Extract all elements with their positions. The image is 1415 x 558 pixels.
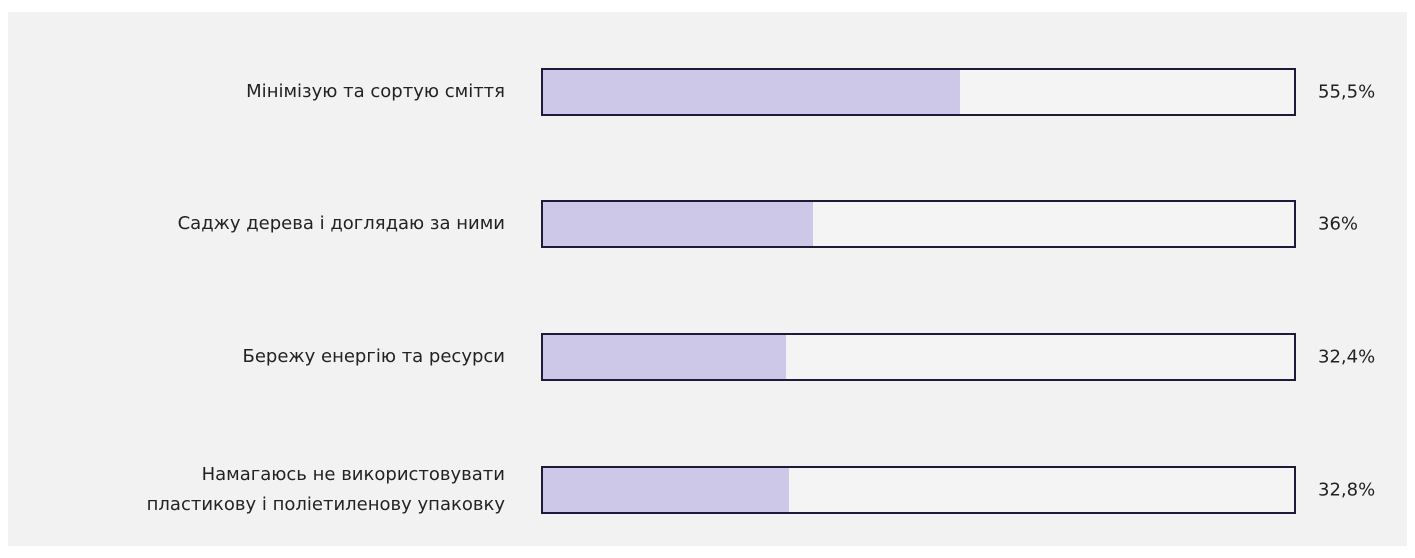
bar bbox=[543, 202, 814, 246]
value-label: 55,5% bbox=[1318, 81, 1376, 103]
bar bbox=[543, 468, 790, 512]
bar-track bbox=[541, 200, 1296, 248]
bar bbox=[543, 70, 960, 114]
value-label: 32,4% bbox=[1318, 346, 1376, 368]
value-label: 32,8% bbox=[1318, 479, 1376, 501]
bar-track bbox=[541, 466, 1296, 514]
category-label: Мінімізую та сортую сміття bbox=[246, 81, 505, 102]
value-label: 36% bbox=[1318, 213, 1359, 235]
category-label: Бережу енергію та ресурси bbox=[242, 346, 506, 367]
category-label: Саджу дерева і доглядаю за ними bbox=[177, 213, 505, 234]
bar-track bbox=[541, 333, 1296, 381]
chart: Мінімізую та сортую сміття 55,5% Саджу дер… bbox=[8, 12, 1407, 546]
bar-track bbox=[541, 68, 1296, 116]
category-label: Намагаюсь не використовувати пластикову … bbox=[146, 464, 505, 515]
bar bbox=[543, 335, 787, 379]
